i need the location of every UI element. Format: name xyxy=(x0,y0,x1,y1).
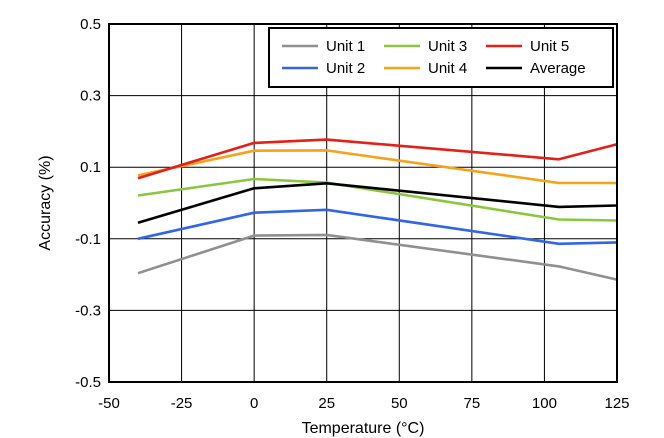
legend: Unit 1 Unit 2 Unit 3 Unit 4 Unit 5 Average xyxy=(268,27,614,88)
x-tick-label: 25 xyxy=(318,395,335,412)
series-line-unit-4 xyxy=(137,149,617,185)
series-line-unit-1 xyxy=(137,233,618,281)
x-tick-label: -50 xyxy=(98,395,120,412)
x-axis-label: Temperature (°C) xyxy=(302,420,425,437)
y-tick-label: 0.1 xyxy=(80,159,101,176)
tick-labels: -50 -25 0 25 50 75 100 125 -0.5 -0.3 -0.1 0.1 0.3 0.5 xyxy=(75,16,629,412)
series-line-average xyxy=(137,182,618,224)
y-axis-label: Accuracy (%) xyxy=(37,155,54,250)
legend-label: Average xyxy=(530,60,586,77)
y-tick-label: -0.5 xyxy=(75,374,101,391)
y-tick-label: -0.1 xyxy=(75,231,101,248)
series-line-unit-5 xyxy=(137,138,618,180)
legend-label: Unit 2 xyxy=(326,60,365,77)
x-tick-label: -25 xyxy=(171,395,193,412)
x-tick-label: 0 xyxy=(250,395,258,412)
y-tick-label: 0.3 xyxy=(80,88,101,105)
legend-label: Unit 4 xyxy=(428,60,467,77)
series-group xyxy=(137,138,618,281)
legend-box xyxy=(268,27,614,88)
x-tick-label: 100 xyxy=(532,395,557,412)
legend-label: Unit 3 xyxy=(428,38,467,55)
legend-label: Unit 1 xyxy=(326,38,365,55)
y-tick-label: 0.5 xyxy=(80,16,101,33)
plot-frame xyxy=(108,23,618,383)
y-tick-label: -0.3 xyxy=(75,302,101,319)
x-tick-label: 50 xyxy=(391,395,408,412)
legend-label: Unit 5 xyxy=(530,38,569,55)
x-tick-label: 75 xyxy=(464,395,481,412)
x-tick-label: 125 xyxy=(604,395,629,412)
series-line-unit-2 xyxy=(137,208,618,246)
